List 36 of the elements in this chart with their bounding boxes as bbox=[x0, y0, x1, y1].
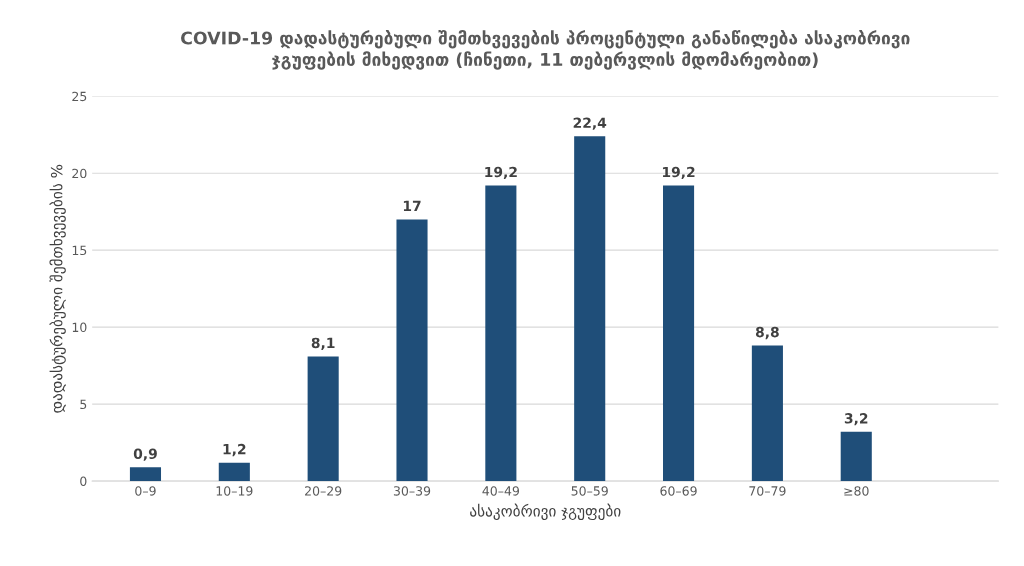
x-tick-label: 20–29 bbox=[305, 486, 342, 496]
data-label: 17 bbox=[403, 200, 421, 211]
x-axis-title: ასაკობრივი ჯგუფები bbox=[470, 503, 621, 521]
bar bbox=[218, 462, 250, 482]
bar bbox=[663, 185, 695, 482]
x-tick-label: 40–49 bbox=[482, 486, 520, 496]
y-tick-label: 10 bbox=[72, 322, 87, 333]
y-tick-label: 0 bbox=[80, 476, 87, 487]
y-tick-label: 20 bbox=[72, 168, 87, 179]
x-tick-label: 0–9 bbox=[135, 486, 156, 496]
bar bbox=[485, 185, 517, 482]
data-label: 3,2 bbox=[844, 413, 868, 426]
x-tick-label: 30–39 bbox=[393, 486, 431, 496]
y-tick-label: 15 bbox=[72, 245, 87, 256]
bar bbox=[307, 356, 339, 482]
x-tick-label: ≥80 bbox=[844, 486, 869, 496]
bar bbox=[840, 431, 872, 482]
bar bbox=[396, 219, 428, 482]
data-label: 8,1 bbox=[311, 337, 335, 350]
data-label: 1,2 bbox=[223, 443, 246, 457]
y-axis-title: დადასტურებული შემთხვევების % bbox=[49, 164, 66, 413]
data-label: 19,2 bbox=[662, 166, 695, 180]
data-label: 8,8 bbox=[755, 326, 779, 340]
data-label: 19,2 bbox=[485, 166, 517, 180]
x-tick-label: 10–19 bbox=[216, 486, 253, 496]
x-tick-label: 60–69 bbox=[660, 486, 697, 496]
x-tick-label: 70–79 bbox=[749, 486, 786, 496]
y-tick-label: 25 bbox=[72, 91, 87, 102]
bar bbox=[574, 136, 606, 482]
data-label: 22,4 bbox=[573, 117, 607, 130]
chart-title: COVID-19 დადასტურებული შემთხვევების პროცენტული განაწილება ასაკობრივი ჯგუფების მიხედვით (ჩინეთი, 11 თებერვლის მდომარეობით) bbox=[181, 29, 910, 70]
x-tick-label: 50–59 bbox=[571, 486, 608, 496]
y-tick-label: 5 bbox=[80, 399, 87, 410]
data-label: 0,9 bbox=[133, 448, 157, 461]
bar bbox=[129, 467, 162, 482]
bar bbox=[751, 345, 783, 482]
